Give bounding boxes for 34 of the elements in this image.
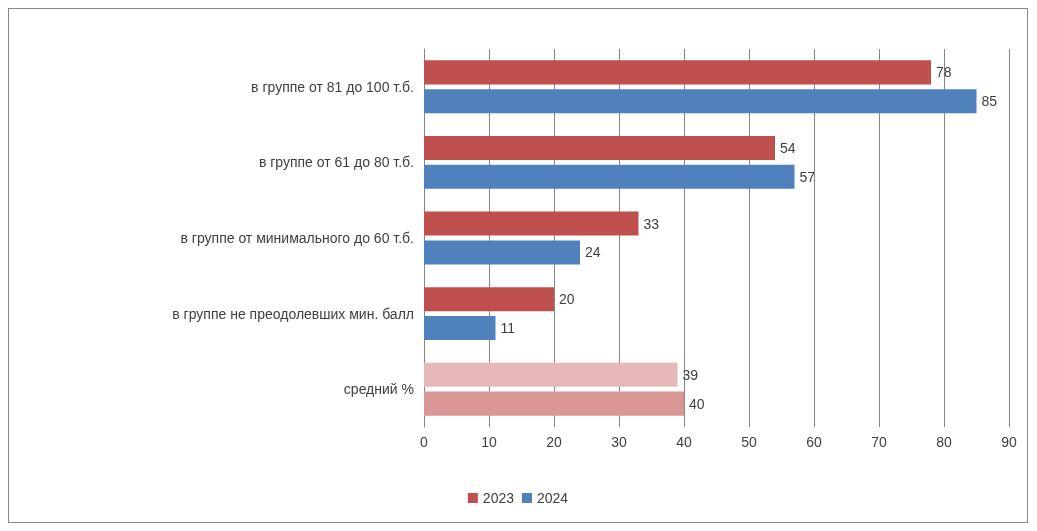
y-tick-label: в группе от 81 до 100 т.б.	[251, 78, 414, 95]
x-tick-label: 20	[546, 434, 562, 450]
bar	[424, 89, 977, 114]
x-tick-label: 10	[481, 434, 497, 450]
y-tick-label: в группе от 61 до 80 т.б.	[258, 154, 414, 171]
y-tick-label: в группе от минимального до 60 т.б.	[180, 230, 414, 246]
data-label: 11	[500, 320, 516, 337]
x-tick-label: 0	[420, 434, 429, 450]
x-tick-label: 50	[741, 434, 757, 450]
bar	[424, 135, 775, 160]
bar	[424, 362, 678, 387]
legend-label: 2023	[482, 490, 515, 506]
bar	[424, 391, 684, 416]
data-label: 40	[689, 395, 705, 412]
bar	[424, 287, 554, 312]
data-label: 33	[643, 215, 660, 232]
y-tick-label: в группе не преодолевших мин. балл	[172, 305, 414, 322]
x-tick-label: 70	[871, 434, 887, 450]
x-tick-label: 80	[936, 434, 952, 450]
bar	[424, 316, 496, 341]
x-tick-label: 30	[611, 434, 627, 450]
x-tick-label: 60	[806, 434, 822, 450]
data-label: 24	[585, 244, 601, 261]
bar	[424, 211, 639, 236]
data-label: 54	[780, 139, 796, 156]
bar	[424, 164, 795, 189]
x-tick-label: 40	[676, 434, 692, 450]
data-label: 20	[559, 291, 575, 308]
bar	[424, 240, 580, 265]
data-label: 85	[981, 93, 998, 110]
x-tick-label: 90	[1001, 434, 1017, 450]
y-tick-label: средний %	[343, 381, 414, 398]
legend-label: 2024	[537, 490, 569, 506]
bar	[424, 60, 931, 85]
